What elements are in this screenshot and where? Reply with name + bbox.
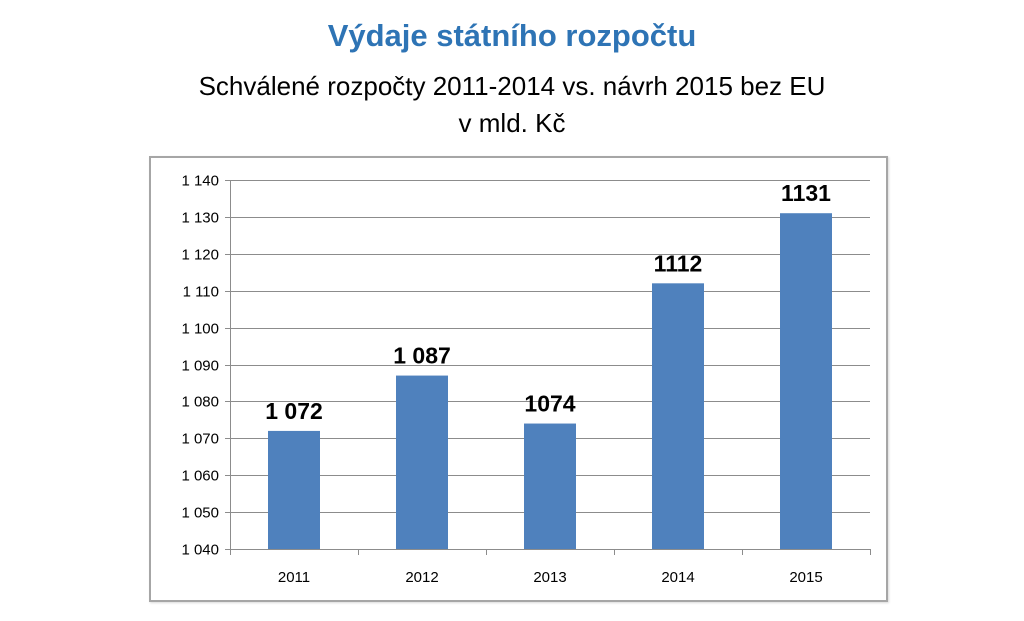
x-tick-label: 2012 xyxy=(405,569,438,586)
bar-2012 xyxy=(396,375,448,549)
y-tick-label: 1 070 xyxy=(181,431,219,448)
x-tick-label: 2014 xyxy=(661,569,694,586)
y-tick-label: 1 080 xyxy=(181,394,219,411)
bar-2011 xyxy=(268,430,320,549)
x-axis-tick-labels: 2011 2012 2013 2014 2015 xyxy=(278,569,823,586)
data-label-2012: 1 087 xyxy=(393,343,451,369)
chart-subtitle: Schválené rozpočty 2011-2014 vs. návrh 2… xyxy=(0,68,1024,142)
data-label-2014: 1112 xyxy=(654,250,703,276)
bar-2014 xyxy=(652,283,704,549)
y-tick-label: 1 050 xyxy=(181,505,219,522)
data-label-2015: 1131 xyxy=(781,180,831,206)
axes xyxy=(225,180,871,555)
y-tick-label: 1 140 xyxy=(181,173,219,190)
data-labels: 1 072 1 087 1074 1112 1131 xyxy=(265,180,831,424)
subtitle-line-2: v mld. Kč xyxy=(458,108,566,138)
bar-2015 xyxy=(780,213,832,549)
y-axis-tick-labels: 1 040 1 050 1 060 1 070 1 080 1 090 1 100 1 110… xyxy=(181,173,219,559)
y-tick-label: 1 110 xyxy=(183,284,219,301)
chart-title: Výdaje státního rozpočtu xyxy=(327,18,697,53)
bars xyxy=(268,213,832,549)
x-tick-label: 2015 xyxy=(789,569,822,586)
y-tick-label: 1 120 xyxy=(181,247,219,264)
y-tick-label: 1 130 xyxy=(181,210,219,227)
y-tick-label: 1 060 xyxy=(181,468,219,485)
y-tick-label: 1 100 xyxy=(181,321,219,338)
data-label-2011: 1 072 xyxy=(265,398,323,424)
bar-2013 xyxy=(524,423,576,549)
data-label-2013: 1074 xyxy=(524,391,575,417)
x-tick-label: 2011 xyxy=(278,569,310,586)
y-tick-label: 1 040 xyxy=(181,542,219,559)
subtitle-line-1: Schválené rozpočty 2011-2014 vs. návrh 2… xyxy=(198,71,826,101)
y-tick-label: 1 090 xyxy=(181,358,219,375)
x-tick-label: 2013 xyxy=(533,569,566,586)
